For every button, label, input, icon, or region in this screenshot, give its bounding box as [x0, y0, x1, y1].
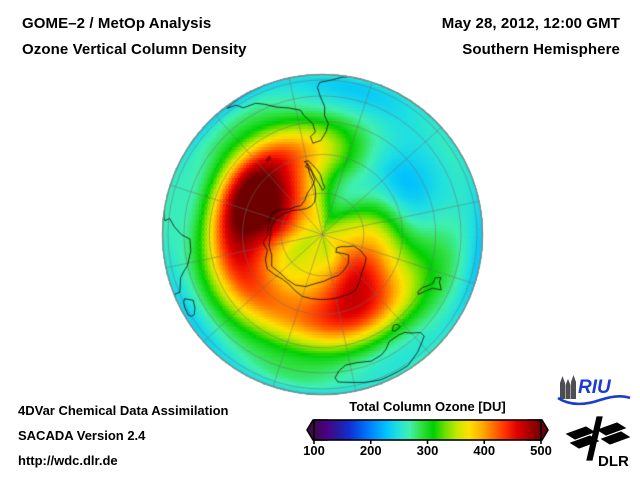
- colorbar-tick-label: 100: [303, 443, 325, 458]
- header-instrument-title: GOME–2 / MetOp Analysis: [22, 15, 212, 32]
- riu-logo: RIU: [557, 375, 631, 406]
- riu-wave-icon: [557, 394, 631, 406]
- dlr-wordmark: DLR: [598, 453, 629, 470]
- dlr-logo: DLR: [565, 416, 631, 470]
- colorbar-tick-label: 400: [473, 443, 496, 458]
- colorbar-title: Total Column Ozone [DU]: [349, 399, 506, 414]
- ozone-globe-canvas: [161, 73, 484, 396]
- colorbar-tick-marks: [313, 440, 542, 444]
- colorbar-gradient: [306, 419, 549, 444]
- riu-tower-icon: [560, 375, 576, 399]
- dlr-symbol-icon: [565, 416, 631, 461]
- header-region: Southern Hemisphere: [462, 41, 620, 58]
- footer-method: 4DVar Chemical Data Assimilation: [18, 403, 229, 418]
- ozone-globe-map: [161, 73, 484, 396]
- header-timestamp: May 28, 2012, 12:00 GMT: [441, 15, 620, 32]
- footer-url: http://wdc.dlr.de: [18, 453, 118, 468]
- colorbar-tick-label: 200: [359, 443, 382, 458]
- colorbar: Total Column Ozone [DU] 100 200 300 400 500: [303, 399, 552, 471]
- riu-wordmark: RIU: [578, 377, 612, 398]
- header-product-title: Ozone Vertical Column Density: [22, 41, 247, 58]
- footer-version: SACADA Version 2.4: [18, 428, 146, 443]
- colorbar-tick-label: 500: [530, 443, 552, 458]
- colorbar-tick-labels: 100 200 300 400 500: [303, 443, 552, 463]
- colorbar-tick-label: 300: [416, 443, 439, 458]
- colorbar-body: [314, 420, 541, 440]
